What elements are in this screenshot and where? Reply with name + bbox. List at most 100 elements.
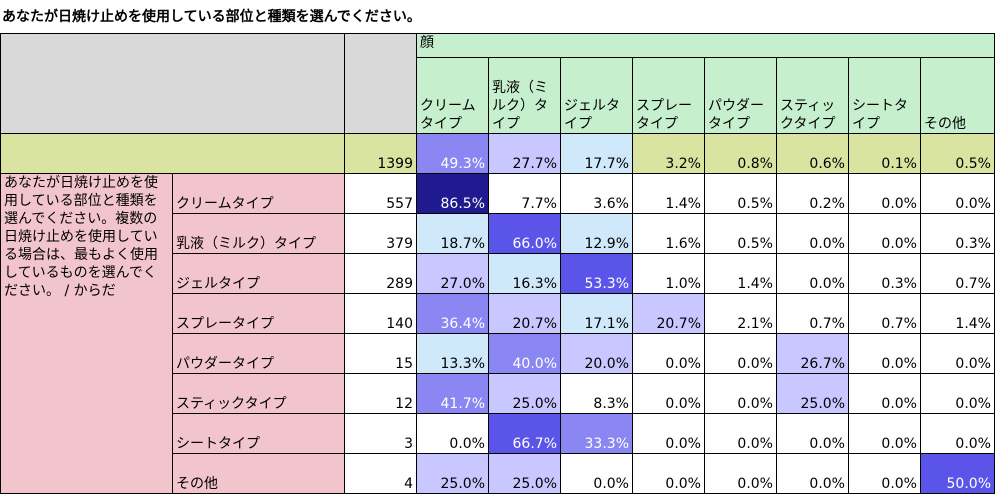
value-cell: 0.0%	[848, 413, 921, 454]
table-row: あなたが日焼け止めを使用している部位と種類を選んでください。複数の日焼け止めを使…	[0, 173, 995, 494]
value-cell: 0.0%	[848, 173, 921, 214]
value-cell: 20.7%	[488, 293, 561, 334]
table-row: ジェルタイプ 289 27.0% 16.3% 53.3% 1.0% 1.4% 0.0% 0.3%…	[1, 253, 995, 294]
value-cell: 0.0%	[416, 413, 489, 454]
table-row: スティックタイプ 12 41.7% 25.0% 8.3% 0.0% 0.0% 25.0% 0.0…	[1, 373, 995, 414]
value-cell: 66.7%	[488, 413, 561, 454]
value-cell: 1.4%	[704, 253, 777, 294]
row-n: 379	[344, 213, 417, 254]
value-cell: 36.4%	[416, 293, 489, 334]
total-value-cell: 0.8%	[704, 133, 777, 174]
header-n-corner	[344, 33, 417, 134]
crosstab-table: 顔 クリームタイプ 乳液（ミルク）タイプ ジェルタイプ スプレータイプ パウダータイプス…	[0, 33, 995, 494]
value-cell: 0.0%	[632, 413, 705, 454]
row-n: 15	[344, 333, 417, 374]
total-value-cell: 3.2%	[632, 133, 705, 174]
column-header: ジェルタイプ	[560, 57, 633, 134]
row-group-label: あなたが日焼け止めを使用している部位と種類を選んでください。複数の日焼け止めを使…	[0, 173, 173, 494]
value-cell: 0.0%	[776, 413, 849, 454]
value-cell: 50.0%	[920, 453, 995, 494]
value-cell: 0.0%	[560, 453, 633, 494]
value-cell: 0.0%	[920, 173, 995, 214]
value-cell: 0.0%	[848, 453, 921, 494]
column-header: パウダータイプ	[704, 57, 777, 134]
value-cell: 40.0%	[488, 333, 561, 374]
column-header: その他	[920, 57, 995, 134]
total-value-cell: 27.7%	[488, 133, 561, 174]
column-group-label: 顔	[416, 33, 995, 58]
value-cell: 0.0%	[776, 453, 849, 494]
value-cell: 0.0%	[704, 373, 777, 414]
value-cell: 26.7%	[776, 333, 849, 374]
total-value-cell: 17.7%	[560, 133, 633, 174]
column-header: 乳液（ミルク）タイプ	[488, 57, 561, 134]
total-value-cell: 0.1%	[848, 133, 921, 174]
value-cell: 1.6%	[632, 213, 705, 254]
value-cell: 20.7%	[632, 293, 705, 334]
value-cell: 86.5%	[416, 173, 489, 214]
value-cell: 0.0%	[848, 333, 921, 374]
value-cell: 0.0%	[632, 453, 705, 494]
row-n: 140	[344, 293, 417, 334]
value-cell: 25.0%	[488, 453, 561, 494]
row-label: 乳液（ミルク）タイプ	[172, 213, 345, 254]
value-cell: 0.0%	[776, 213, 849, 254]
value-cell: 13.3%	[416, 333, 489, 374]
value-cell: 0.0%	[920, 413, 995, 454]
total-n: 1399	[344, 133, 417, 174]
value-cell: 0.0%	[632, 333, 705, 374]
value-cell: 0.7%	[920, 253, 995, 294]
value-cell: 0.0%	[848, 373, 921, 414]
table-row: スプレータイプ 140 36.4% 20.7% 17.1% 20.7% 2.1% 0.7% 0.…	[1, 293, 995, 334]
row-label: スプレータイプ	[172, 293, 345, 334]
value-cell: 0.5%	[704, 173, 777, 214]
value-cell: 0.0%	[920, 333, 995, 374]
value-cell: 1.0%	[632, 253, 705, 294]
row-label: ジェルタイプ	[172, 253, 345, 294]
row-n: 4	[344, 453, 417, 494]
value-cell: 33.3%	[560, 413, 633, 454]
value-cell: 0.0%	[848, 213, 921, 254]
value-cell: 20.0%	[560, 333, 633, 374]
value-cell: 25.0%	[488, 373, 561, 414]
total-value-cell: 49.3%	[416, 133, 489, 174]
total-value-cell: 0.6%	[776, 133, 849, 174]
column-header: スティックタイプ	[776, 57, 849, 134]
value-cell: 0.0%	[704, 333, 777, 374]
value-cell: 41.7%	[416, 373, 489, 414]
row-label: クリームタイプ	[172, 173, 345, 214]
value-cell: 27.0%	[416, 253, 489, 294]
row-label: シートタイプ	[172, 413, 345, 454]
value-cell: 0.0%	[920, 373, 995, 414]
crosstab-body: 顔 クリームタイプ 乳液（ミルク）タイプ ジェルタイプ スプレータイプ パウダータイプス…	[0, 33, 995, 494]
value-cell: 0.0%	[704, 453, 777, 494]
table-row: 乳液（ミルク）タイプ 379 18.7% 66.0% 12.9% 1.6% 0.5% 0.0%…	[1, 213, 995, 254]
table-row: シートタイプ 3 0.0% 66.7% 33.3% 0.0% 0.0% 0.0% 0.0% 0.0…	[1, 413, 995, 454]
value-cell: 3.6%	[560, 173, 633, 214]
row-n: 12	[344, 373, 417, 414]
page-title: あなたが日焼け止めを使用している部位と種類を選んでください。	[2, 9, 421, 25]
value-cell: 1.4%	[632, 173, 705, 214]
value-cell: 0.7%	[848, 293, 921, 334]
value-cell: 0.3%	[848, 253, 921, 294]
column-header: シートタイプ	[848, 57, 921, 134]
header-corner	[0, 33, 345, 134]
value-cell: 0.0%	[776, 253, 849, 294]
value-cell: 1.4%	[920, 293, 995, 334]
value-cell: 0.0%	[632, 373, 705, 414]
value-cell: 53.3%	[560, 253, 633, 294]
value-cell: 0.0%	[704, 413, 777, 454]
row-label: その他	[172, 453, 345, 494]
row-n: 3	[344, 413, 417, 454]
table-row: その他 4 25.0% 25.0% 0.0% 0.0% 0.0% 0.0% 0.0% 50.0%	[1, 453, 995, 494]
value-cell: 18.7%	[416, 213, 489, 254]
value-cell: 8.3%	[560, 373, 633, 414]
row-label: スティックタイプ	[172, 373, 345, 414]
value-cell: 0.3%	[920, 213, 995, 254]
value-cell: 0.7%	[776, 293, 849, 334]
value-cell: 17.1%	[560, 293, 633, 334]
value-cell: 16.3%	[488, 253, 561, 294]
value-cell: 66.0%	[488, 213, 561, 254]
column-header: クリームタイプ	[416, 57, 489, 134]
row-n: 557	[344, 173, 417, 214]
